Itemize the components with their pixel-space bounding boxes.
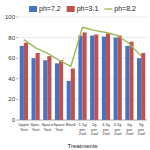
x-tick-label-line: 2sol: [126, 131, 133, 136]
x-tick-label-line: 2sol: [102, 131, 109, 136]
y-tick-label: 0: [12, 117, 16, 123]
y-tick: [16, 120, 18, 121]
y-tick: [16, 58, 18, 59]
y-tick: [16, 17, 18, 18]
chart: 020406080100UpperYostSpec.YostSpaceYostS…: [0, 0, 150, 150]
bar: [20, 46, 24, 120]
bar: [114, 38, 118, 120]
legend-label: ph=7.2: [39, 5, 61, 13]
bar: [102, 37, 106, 120]
bar: [43, 60, 47, 120]
x-axis-line: [18, 120, 147, 121]
bar: [31, 58, 35, 120]
grid-line: [18, 17, 147, 18]
x-axis: UpperYostSpec.YostSpaceYostSpaceYostBlan…: [18, 122, 145, 136]
x-tick-label-line: 2sol: [137, 131, 144, 136]
x-tick-label-line: Yost: [43, 127, 52, 132]
bar: [129, 42, 133, 120]
y-tick-label: 100: [5, 14, 16, 20]
bar: [141, 53, 145, 120]
bar: [67, 81, 71, 120]
bar: [94, 35, 98, 120]
x-tick-label: SpaceYost: [42, 122, 54, 132]
line: [24, 27, 141, 66]
bar: [36, 53, 40, 120]
legend-swatch: [29, 6, 37, 12]
x-tick-label-line: 2sol: [91, 131, 98, 136]
legend-label: ph=3.1: [77, 5, 99, 13]
bar: [24, 43, 28, 120]
bar: [47, 56, 51, 120]
x-tick-label: Spec.Yost: [30, 122, 40, 132]
y-tick-label: 40: [8, 76, 15, 82]
x-tick-label: UpperYost: [18, 122, 30, 132]
bar: [83, 32, 87, 120]
x-tick-label-line: Yost: [55, 127, 64, 132]
x-tick-label-line: Yost: [32, 127, 41, 132]
bar: [125, 46, 129, 120]
y-tick: [16, 37, 18, 38]
x-tick-label: SpaceYost: [53, 122, 65, 132]
plot-area: [20, 27, 145, 120]
x-tick-label: 9gper2sol: [137, 122, 144, 136]
y-tick-label: 60: [8, 55, 15, 61]
bar: [71, 69, 75, 121]
bar: [118, 36, 122, 120]
bar: [106, 33, 110, 120]
legend: ph=7.2 ph=3.1 ph=8.2: [29, 5, 136, 13]
y-tick-label: 80: [8, 35, 15, 41]
x-tick-label: 6gper2sol: [126, 122, 133, 136]
bar: [137, 58, 141, 120]
legend-label: ph=8.2: [114, 5, 136, 13]
x-tick-label: 3.5gper2sol: [102, 122, 110, 136]
x-tick-label: Blank: [66, 122, 76, 127]
x-tick-label: 1.5gper2sol: [79, 122, 87, 136]
y-tick: [16, 99, 18, 100]
x-tick-label-line: Blank: [66, 122, 76, 127]
bar: [55, 63, 59, 120]
x-tick-label: 4.5gper2sol: [114, 122, 122, 136]
y-tick-label: 20: [8, 96, 15, 102]
y-tick: [16, 78, 18, 79]
legend-swatch: [104, 8, 112, 9]
x-tick-label-line: Yost: [20, 127, 29, 132]
bar: [78, 36, 82, 120]
bar: [59, 60, 63, 120]
bar: [90, 36, 94, 120]
x-tick-label-line: 2sol: [114, 131, 121, 136]
y-axis: 0 20 40 60 80 100: [5, 14, 147, 123]
x-tick-label: 2gper2sol: [91, 122, 98, 136]
legend-swatch: [67, 6, 75, 12]
x-axis-label: Treatments: [67, 143, 97, 149]
x-tick-label-line: 2sol: [79, 131, 86, 136]
